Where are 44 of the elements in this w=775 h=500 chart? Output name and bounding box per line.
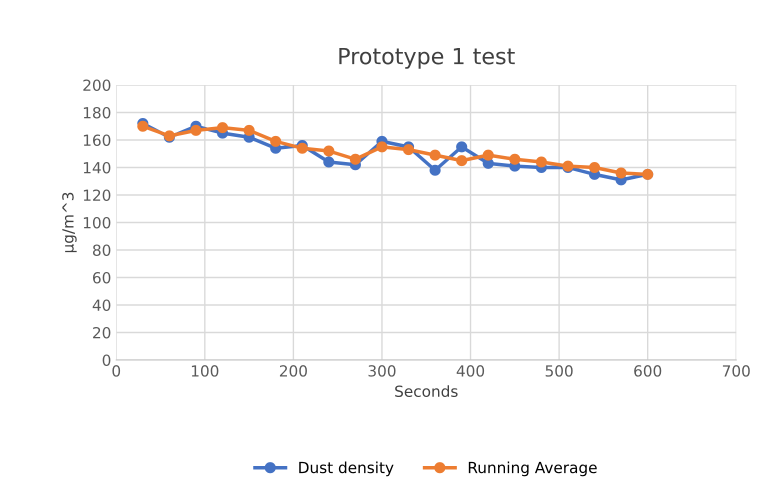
x-tick-label: 400 bbox=[456, 365, 484, 377]
y-axis-title: µg/m^3 bbox=[62, 192, 77, 252]
point bbox=[456, 155, 468, 166]
x-tick-label: 600 bbox=[634, 365, 662, 377]
point bbox=[190, 124, 202, 136]
x-tick-label: 700 bbox=[722, 365, 750, 377]
point bbox=[456, 141, 468, 152]
y-tick-label: 180 bbox=[84, 106, 110, 119]
point bbox=[296, 142, 308, 154]
x-tick-label: 500 bbox=[546, 365, 573, 377]
point bbox=[216, 122, 228, 134]
y-tick-label: 40 bbox=[92, 299, 110, 312]
point bbox=[536, 156, 547, 168]
y-tick-label: 140 bbox=[84, 162, 110, 174]
point bbox=[323, 145, 334, 157]
point bbox=[482, 150, 494, 161]
point bbox=[323, 156, 334, 168]
y-tick-label: 120 bbox=[84, 189, 110, 202]
legend-label: Running Average bbox=[468, 461, 597, 476]
y-tick-label: 160 bbox=[84, 134, 110, 146]
point bbox=[430, 150, 441, 161]
x-tick-label: 200 bbox=[280, 365, 307, 377]
point bbox=[244, 124, 255, 136]
point bbox=[402, 144, 414, 156]
y-tick-label: 80 bbox=[92, 244, 110, 256]
point bbox=[350, 154, 361, 165]
y-tick-label: 200 bbox=[83, 79, 110, 92]
x-axis-title: Seconds bbox=[395, 385, 458, 398]
legend-label: Dust density bbox=[299, 461, 394, 476]
y-tick-label: 100 bbox=[84, 216, 110, 229]
y-tick-label: 0 bbox=[102, 354, 110, 366]
x-tick-label: 100 bbox=[192, 365, 218, 377]
point bbox=[270, 136, 282, 147]
point bbox=[588, 162, 600, 174]
point bbox=[430, 164, 441, 176]
y-tick-label: 20 bbox=[93, 326, 110, 339]
point bbox=[509, 154, 520, 165]
x-tick-label: 300 bbox=[368, 365, 396, 377]
point bbox=[137, 120, 148, 132]
point bbox=[376, 141, 388, 152]
point bbox=[616, 167, 627, 179]
x-tick-label: 0 bbox=[112, 365, 120, 377]
y-tick-label: 60 bbox=[93, 272, 110, 284]
chart-title: Prototype 1 test bbox=[339, 48, 515, 69]
